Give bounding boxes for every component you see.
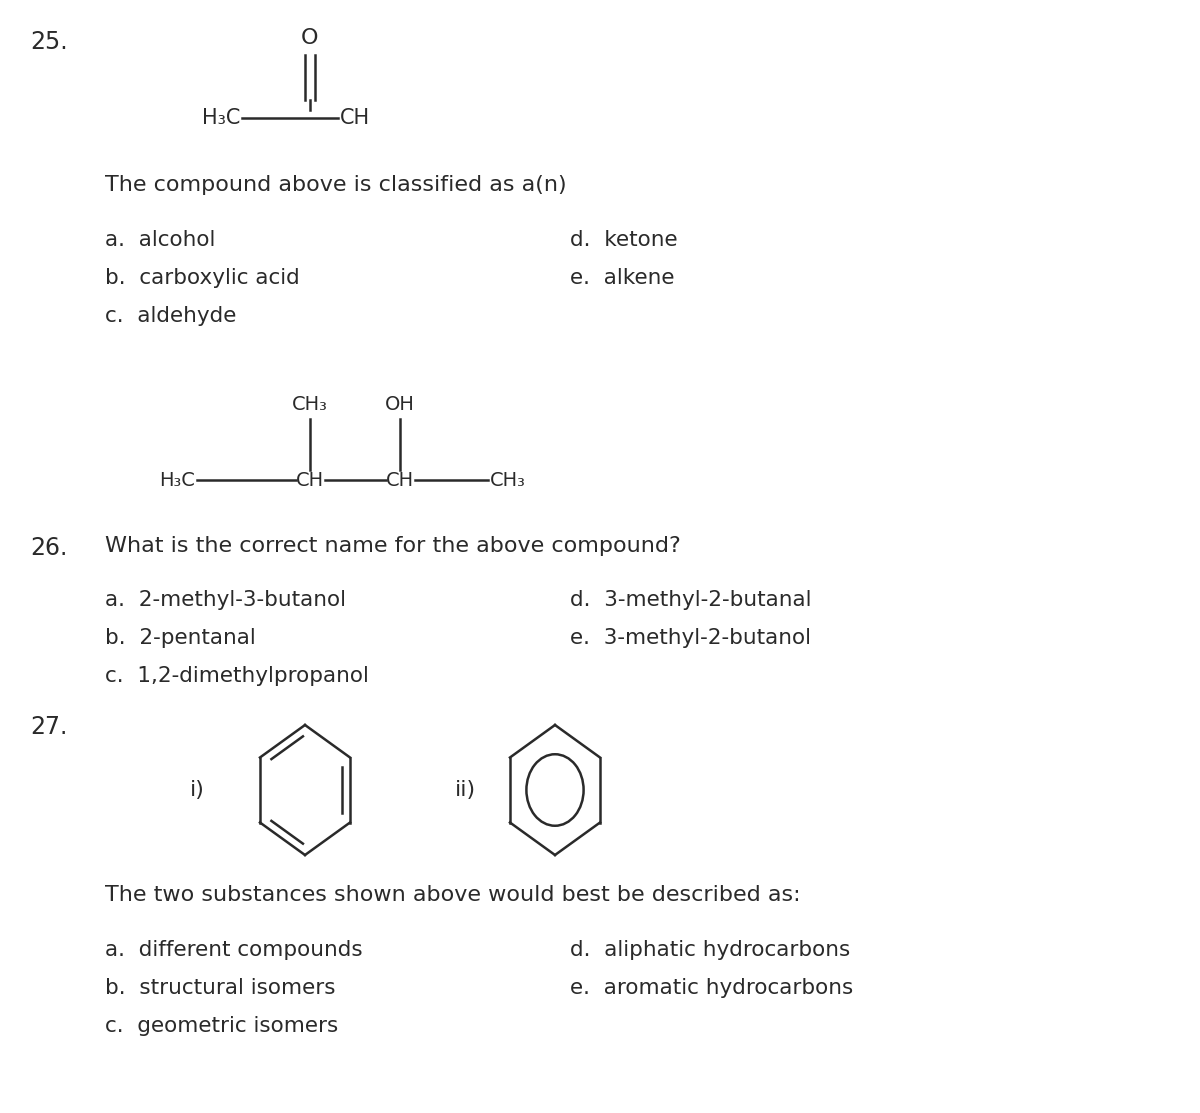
Text: OH: OH bbox=[385, 395, 415, 414]
Text: ii): ii) bbox=[455, 780, 476, 800]
Text: H₃C: H₃C bbox=[160, 471, 194, 490]
Text: CH₃: CH₃ bbox=[490, 471, 526, 490]
Text: a.  alcohol: a. alcohol bbox=[106, 230, 215, 250]
Text: e.  aromatic hydrocarbons: e. aromatic hydrocarbons bbox=[570, 978, 853, 998]
Text: i): i) bbox=[190, 780, 205, 800]
Text: What is the correct name for the above compound?: What is the correct name for the above c… bbox=[106, 536, 680, 556]
Text: H₃C: H₃C bbox=[202, 108, 240, 128]
Text: CH: CH bbox=[340, 108, 370, 128]
Text: The two substances shown above would best be described as:: The two substances shown above would bes… bbox=[106, 885, 800, 905]
Text: b.  2-pentanal: b. 2-pentanal bbox=[106, 628, 256, 648]
Text: a.  different compounds: a. different compounds bbox=[106, 940, 362, 961]
Text: O: O bbox=[301, 28, 319, 48]
Text: c.  aldehyde: c. aldehyde bbox=[106, 306, 236, 326]
Text: CH: CH bbox=[296, 471, 324, 490]
Text: 25.: 25. bbox=[30, 30, 67, 55]
Text: c.  1,2-dimethylpropanol: c. 1,2-dimethylpropanol bbox=[106, 666, 368, 686]
Text: d.  aliphatic hydrocarbons: d. aliphatic hydrocarbons bbox=[570, 940, 851, 961]
Text: 26.: 26. bbox=[30, 536, 67, 560]
Text: 27.: 27. bbox=[30, 715, 67, 739]
Text: CH₃: CH₃ bbox=[292, 395, 328, 414]
Text: b.  carboxylic acid: b. carboxylic acid bbox=[106, 268, 300, 288]
Text: b.  structural isomers: b. structural isomers bbox=[106, 978, 336, 998]
Text: d.  3-methyl-2-butanal: d. 3-methyl-2-butanal bbox=[570, 590, 811, 610]
Text: e.  3-methyl-2-butanol: e. 3-methyl-2-butanol bbox=[570, 628, 811, 648]
Text: The compound above is classified as a(n): The compound above is classified as a(n) bbox=[106, 175, 566, 195]
Text: c.  geometric isomers: c. geometric isomers bbox=[106, 1016, 338, 1036]
Text: a.  2-methyl-3-butanol: a. 2-methyl-3-butanol bbox=[106, 590, 346, 610]
Text: d.  ketone: d. ketone bbox=[570, 230, 678, 250]
Text: e.  alkene: e. alkene bbox=[570, 268, 674, 288]
Text: CH: CH bbox=[386, 471, 414, 490]
